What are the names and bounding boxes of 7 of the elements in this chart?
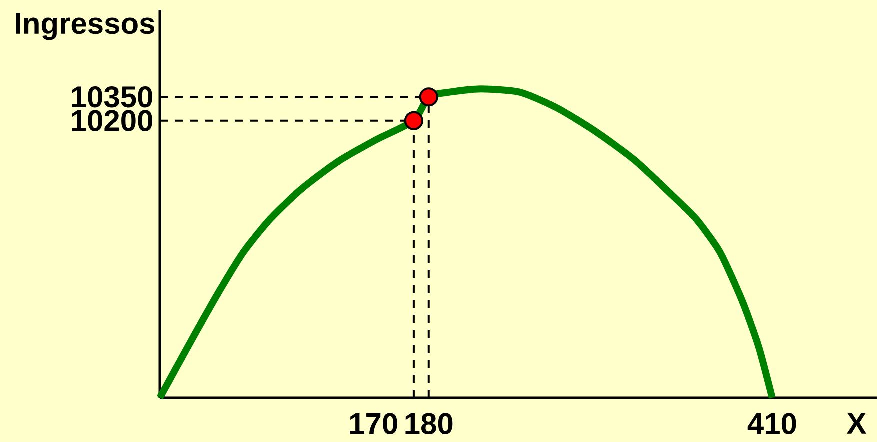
y-tick-label: 10350 <box>72 86 152 108</box>
x-axis-title: X <box>846 413 866 434</box>
x-tick-label: 180 <box>406 413 453 434</box>
y-tick-label: 10200 <box>72 110 152 132</box>
y-axis-title: Ingressos <box>16 13 155 40</box>
ref-line-label: 170 <box>350 413 398 434</box>
x-tick-label: 410 <box>748 413 796 434</box>
